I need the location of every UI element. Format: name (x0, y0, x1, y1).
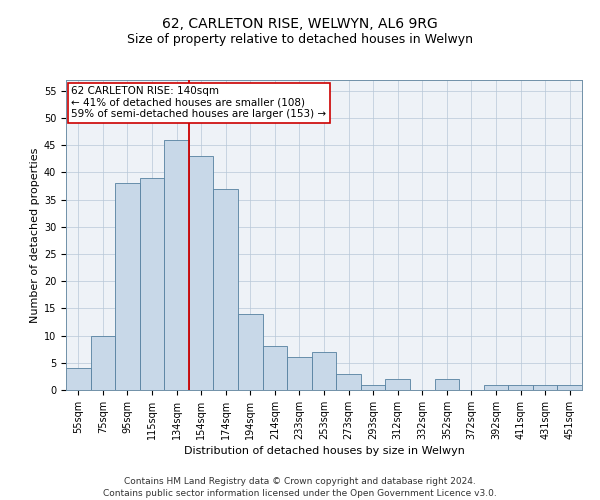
Text: Contains HM Land Registry data © Crown copyright and database right 2024.
Contai: Contains HM Land Registry data © Crown c… (103, 476, 497, 498)
Bar (312, 352, 336, 390)
Bar (287, 358, 312, 390)
Bar (238, 314, 263, 390)
Bar (91, 336, 115, 390)
Bar (385, 379, 410, 390)
Bar (164, 140, 189, 390)
Bar (484, 384, 508, 390)
Bar (263, 346, 287, 390)
Text: Size of property relative to detached houses in Welwyn: Size of property relative to detached ho… (127, 32, 473, 46)
Y-axis label: Number of detached properties: Number of detached properties (29, 148, 40, 322)
Bar (140, 178, 164, 390)
Text: 62 CARLETON RISE: 140sqm
← 41% of detached houses are smaller (108)
59% of semi-: 62 CARLETON RISE: 140sqm ← 41% of detach… (71, 86, 326, 120)
Bar (557, 384, 582, 390)
Bar (434, 379, 459, 390)
Bar (336, 374, 361, 390)
Bar (508, 384, 533, 390)
Bar (189, 156, 214, 390)
Bar (533, 384, 557, 390)
Bar (66, 368, 91, 390)
Bar (214, 189, 238, 390)
Bar (361, 384, 385, 390)
Bar (115, 184, 140, 390)
Text: 62, CARLETON RISE, WELWYN, AL6 9RG: 62, CARLETON RISE, WELWYN, AL6 9RG (162, 18, 438, 32)
X-axis label: Distribution of detached houses by size in Welwyn: Distribution of detached houses by size … (184, 446, 464, 456)
